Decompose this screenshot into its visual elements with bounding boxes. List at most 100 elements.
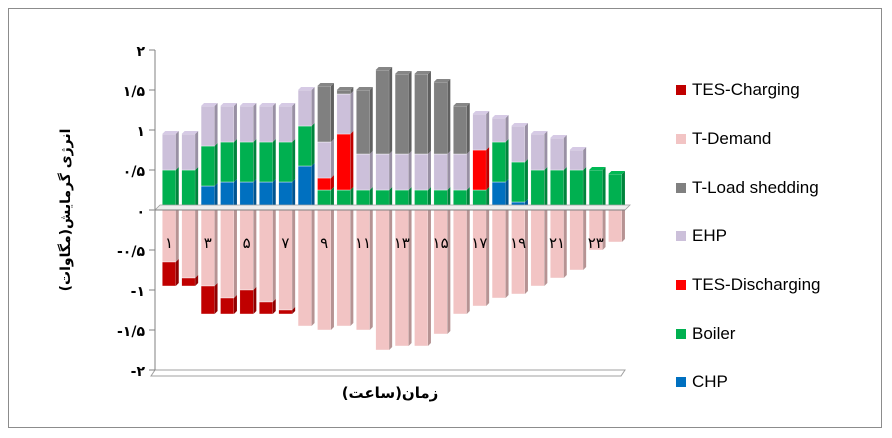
bar-side-ehp <box>563 135 567 170</box>
bar-side-boiler <box>233 139 237 182</box>
bar-ehp <box>356 153 370 191</box>
y-axis-title: انرژی گرمایش(مگاوات) <box>57 129 74 292</box>
bar-side-chp <box>233 179 237 210</box>
bar-t-demand <box>375 209 390 351</box>
bar-t-demand <box>356 209 370 331</box>
bar-t-load-shedding <box>414 73 429 155</box>
x-tick-label: ۱۹ <box>510 234 526 252</box>
legend-label-tes-charging: TES-Charging <box>692 80 800 100</box>
bar-top-cap <box>220 103 237 106</box>
y-tick-label: ۱ <box>136 124 145 140</box>
bar-t-demand <box>608 209 623 243</box>
legend-item-t-load-shedding: T-Load shedding <box>676 163 886 212</box>
bar-side-t-load-shedding <box>369 87 373 154</box>
bar-side-boiler <box>253 139 257 182</box>
bar-side-tes-charging <box>233 295 237 314</box>
bar-top-cap <box>181 131 199 134</box>
bar-t-demand <box>181 209 196 279</box>
bar-side-boiler <box>466 187 470 210</box>
bar-side-tes-discharging <box>350 131 354 190</box>
legend-swatch-chp <box>676 377 686 388</box>
bar-side-boiler <box>602 167 606 210</box>
bar-side-t-demand <box>233 207 237 298</box>
y-tick-label: ۰/۵ <box>123 164 146 180</box>
legend-label-chp: CHP <box>692 372 728 392</box>
bar-side-t-load-shedding <box>389 67 393 154</box>
bar-side-tes-charging <box>195 275 199 286</box>
bar-chp <box>297 165 312 211</box>
bar-side-t-demand <box>427 207 431 346</box>
bar-side-t-demand <box>583 207 587 270</box>
bar-t-load-shedding <box>336 89 351 95</box>
bar-boiler <box>200 145 215 187</box>
bar-side-tes-charging <box>272 299 276 314</box>
bar-side-t-load-shedding <box>427 71 431 154</box>
legend-item-chp: CHP <box>676 358 886 407</box>
bar-t-demand <box>569 209 584 271</box>
legend-label-t-load-shedding: T-Load shedding <box>692 177 819 197</box>
bar-ehp <box>511 125 526 163</box>
bar-tes-discharging <box>336 133 351 191</box>
bar-t-load-shedding <box>356 89 370 155</box>
bar-side-ehp <box>214 103 218 146</box>
legend-swatch-ehp <box>676 231 686 242</box>
legend-swatch-tes-discharging <box>676 280 686 291</box>
bar-t-demand <box>511 209 526 295</box>
bar-boiler <box>162 169 176 211</box>
bar-ehp <box>394 153 409 191</box>
bar-side-t-demand <box>292 207 296 310</box>
bar-t-load-shedding <box>453 105 467 155</box>
legend-item-ehp: EHP <box>676 212 886 261</box>
bar-side-t-load-shedding <box>330 83 334 142</box>
bar-t-demand <box>472 209 487 307</box>
bar-top-cap <box>569 147 587 150</box>
x-tick-label: ۱۷ <box>471 234 487 252</box>
bar-t-load-shedding <box>433 81 448 155</box>
bar-side-t-demand <box>330 207 334 330</box>
bar-tes-charging <box>259 301 273 315</box>
bar-boiler <box>239 141 254 183</box>
bar-side-chp <box>505 179 509 210</box>
bar-side-ehp <box>544 131 548 170</box>
bar-side-boiler <box>563 167 567 210</box>
bar-side-ehp <box>447 151 451 190</box>
bar-top-cap <box>239 103 257 106</box>
bar-side-t-demand <box>175 207 179 262</box>
bar-top-cap <box>550 135 567 138</box>
bar-side-boiler <box>583 167 587 210</box>
y-tick-label: -۱/۵ <box>117 324 145 340</box>
bar-top-cap <box>298 87 315 90</box>
bar-side-t-demand <box>195 207 199 278</box>
bar-side-t-demand <box>544 207 548 286</box>
bar-ehp <box>414 153 429 191</box>
bar-ehp <box>491 117 506 143</box>
bar-t-demand <box>317 209 332 331</box>
bar-top-cap <box>356 87 373 90</box>
bar-top-cap <box>162 131 179 134</box>
bar-tes-charging <box>220 297 235 315</box>
bar-boiler <box>259 141 273 183</box>
bar-side-ehp <box>330 139 334 178</box>
bar-side-boiler <box>389 187 393 210</box>
bar-side-t-demand <box>563 207 567 278</box>
bar-side-tes-charging <box>292 307 296 314</box>
bar-ehp <box>569 149 584 171</box>
bar-side-t-demand <box>466 207 470 314</box>
bar-top-cap <box>317 83 334 86</box>
bar-side-ehp <box>175 131 179 170</box>
bar-side-ehp <box>311 87 315 126</box>
bar-side-t-load-shedding <box>466 103 470 154</box>
legend-label-tes-discharging: TES-Discharging <box>692 275 821 295</box>
bar-side-boiler <box>544 167 548 210</box>
zero-baseline <box>154 204 631 211</box>
bar-boiler <box>511 161 526 203</box>
legend-item-boiler: Boiler <box>676 309 886 358</box>
bar-side-boiler <box>621 171 625 210</box>
bar-top-cap <box>608 171 625 174</box>
bar-tes-charging <box>181 277 196 287</box>
bar-t-demand <box>530 209 545 287</box>
bar-side-chp <box>311 163 315 210</box>
bar-boiler <box>297 125 312 167</box>
legend-item-tes-charging: TES-Charging <box>676 66 886 115</box>
bar-side-ehp <box>195 131 199 170</box>
